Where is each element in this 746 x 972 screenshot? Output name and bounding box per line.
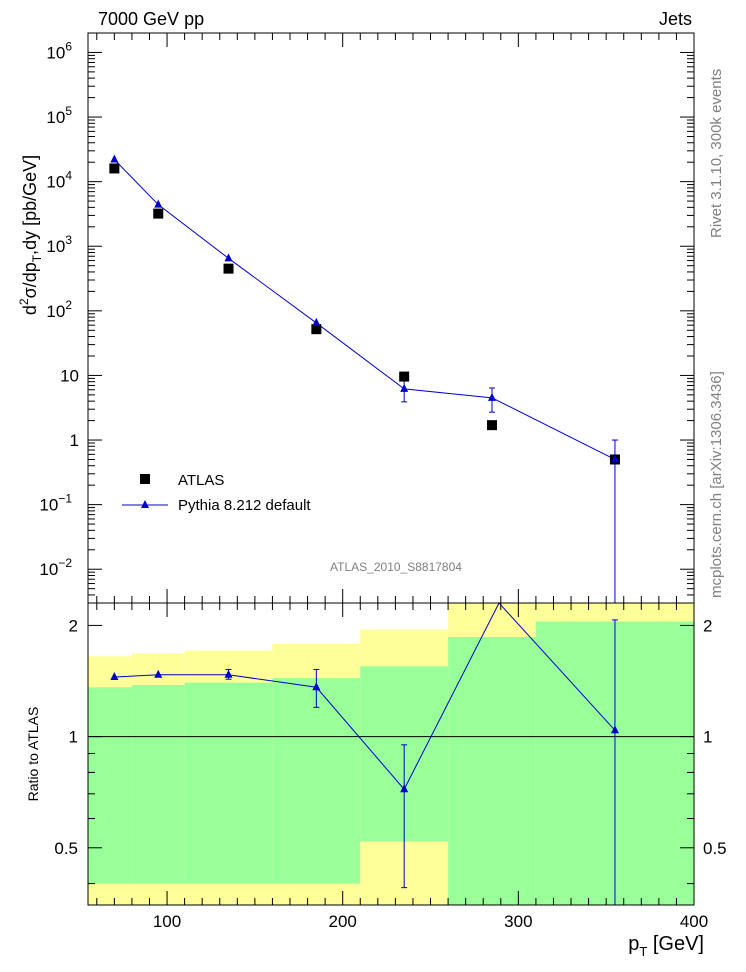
ratio-band-inner xyxy=(272,678,361,884)
atlas-point xyxy=(223,263,234,274)
svg-text:d2σ/dpT,dy [pb/GeV]: d2σ/dpT,dy [pb/GeV] xyxy=(17,155,44,315)
main-x-axis xyxy=(96,33,695,603)
main-y-tick-label: 105 xyxy=(46,104,72,127)
atlas-point xyxy=(311,324,322,335)
ratio-point xyxy=(110,672,119,681)
atlas-point xyxy=(399,371,410,382)
legend-label-mc: Pythia 8.212 default xyxy=(178,497,311,514)
ratio-y-tick-label: 0.5 xyxy=(54,839,78,858)
main-panel: 10−2 10−1 1 10 102 103 104 105 106 ATLAS_2010_S8… xyxy=(17,32,695,604)
header-left: 7000 GeV pp xyxy=(98,9,204,29)
ratio-point xyxy=(224,669,233,678)
ratio-point xyxy=(400,784,409,793)
x-tick-label: 300 xyxy=(504,912,532,931)
main-frame xyxy=(87,32,695,604)
analysis-id: ATLAS_2010_S8817804 xyxy=(330,560,462,574)
main-y-tick-label: 102 xyxy=(46,298,72,321)
main-y-tick-label: 10−1 xyxy=(39,492,72,515)
mc-point xyxy=(224,253,233,262)
mc-point xyxy=(610,454,619,463)
mc-point xyxy=(110,154,119,163)
main-y-label: d2σ/dpT,dy [pb/GeV] xyxy=(17,155,44,315)
ratio-band-inner xyxy=(184,682,273,884)
main-series xyxy=(109,154,620,603)
main-y-axis: 10−2 10−1 1 10 102 103 104 105 106 xyxy=(39,32,694,604)
legend-marker-atlas xyxy=(140,474,150,484)
legend: ATLAS Pythia 8.212 default xyxy=(122,472,311,514)
x-axis-label: pT [GeV] xyxy=(628,933,704,959)
mc-point xyxy=(400,383,409,392)
ratio-point xyxy=(154,669,163,678)
ratio-y-tick-label-right: 0.5 xyxy=(703,839,727,858)
mc-point xyxy=(488,392,496,401)
ratio-y-tick-label-right: 1 xyxy=(703,728,712,747)
ratio-band-inner xyxy=(448,637,536,905)
x-tick-label: 100 xyxy=(153,912,181,931)
ratio-band-inner xyxy=(88,687,132,884)
atlas-point xyxy=(109,163,120,174)
atlas-point xyxy=(487,420,497,431)
ratio-series xyxy=(110,602,619,905)
x-tick-label: 200 xyxy=(329,912,357,931)
ratio-y-tick-label: 1 xyxy=(69,728,78,747)
main-y-tick-label: 10 xyxy=(60,366,79,385)
ratio-y-axis: 0.5 0.5 1 1 2 2 xyxy=(54,616,727,885)
mc-line xyxy=(113,159,616,460)
legend-marker-mc xyxy=(141,500,149,508)
ratio-bands xyxy=(88,603,694,905)
mc-point xyxy=(312,317,321,326)
main-y-tick-label: 106 xyxy=(46,39,72,62)
legend-label-atlas: ATLAS xyxy=(178,472,224,489)
main-y-tick-label: 1 xyxy=(70,431,79,450)
ratio-panel: 0.5 0.5 1 1 2 2 100 200 300 400 Ratio to ATLAS p… xyxy=(25,602,727,959)
x-tick-label: 400 xyxy=(680,912,708,931)
side-label-top: Rivet 3.1.10, 300k events xyxy=(708,69,725,238)
main-y-tick-label: 103 xyxy=(46,233,72,256)
main-y-tick-label: 10−2 xyxy=(39,556,72,579)
mc-point xyxy=(154,199,163,208)
side-label-bottom: mcplots.cern.ch [arXiv:1306.3436] xyxy=(708,371,725,598)
header-right: Jets xyxy=(659,9,692,29)
main-y-tick-label: 104 xyxy=(46,169,72,192)
ratio-y-label: Ratio to ATLAS xyxy=(25,707,41,802)
ratio-point xyxy=(610,725,619,734)
atlas-point xyxy=(153,208,164,219)
ratio-x-axis: 100 200 300 400 xyxy=(96,603,708,931)
ratio-band-inner xyxy=(131,684,185,884)
ratio-y-tick-label: 2 xyxy=(69,616,78,635)
ratio-y-tick-label-right: 2 xyxy=(703,616,712,635)
ratio-point xyxy=(312,682,321,691)
